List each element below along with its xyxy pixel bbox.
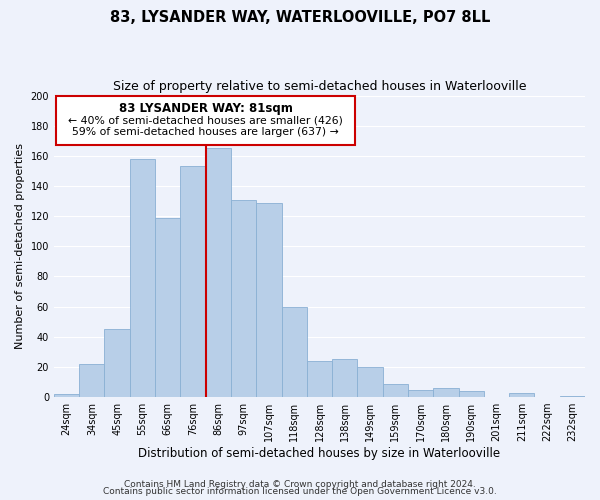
- X-axis label: Distribution of semi-detached houses by size in Waterlooville: Distribution of semi-detached houses by …: [139, 447, 500, 460]
- Text: Contains HM Land Registry data © Crown copyright and database right 2024.: Contains HM Land Registry data © Crown c…: [124, 480, 476, 489]
- Bar: [54, 394, 79, 397]
- Bar: [560, 396, 585, 397]
- Bar: [332, 360, 358, 397]
- Bar: [509, 392, 535, 397]
- FancyBboxPatch shape: [56, 96, 355, 146]
- Title: Size of property relative to semi-detached houses in Waterlooville: Size of property relative to semi-detach…: [113, 80, 526, 93]
- Bar: [281, 306, 307, 397]
- Bar: [433, 388, 458, 397]
- Text: 83, LYSANDER WAY, WATERLOOVILLE, PO7 8LL: 83, LYSANDER WAY, WATERLOOVILLE, PO7 8LL: [110, 10, 490, 25]
- Bar: [155, 218, 181, 397]
- Bar: [130, 159, 155, 397]
- Bar: [231, 200, 256, 397]
- Bar: [256, 202, 281, 397]
- Text: 83 LYSANDER WAY: 81sqm: 83 LYSANDER WAY: 81sqm: [119, 102, 293, 114]
- Bar: [206, 148, 231, 397]
- Text: 59% of semi-detached houses are larger (637) →: 59% of semi-detached houses are larger (…: [72, 127, 339, 137]
- Text: Contains public sector information licensed under the Open Government Licence v3: Contains public sector information licen…: [103, 487, 497, 496]
- Bar: [79, 364, 104, 397]
- Bar: [181, 166, 206, 397]
- Bar: [383, 384, 408, 397]
- Y-axis label: Number of semi-detached properties: Number of semi-detached properties: [15, 144, 25, 350]
- Bar: [307, 361, 332, 397]
- Bar: [458, 391, 484, 397]
- Bar: [358, 367, 383, 397]
- Bar: [408, 390, 433, 397]
- Text: ← 40% of semi-detached houses are smaller (426): ← 40% of semi-detached houses are smalle…: [68, 115, 343, 125]
- Bar: [104, 329, 130, 397]
